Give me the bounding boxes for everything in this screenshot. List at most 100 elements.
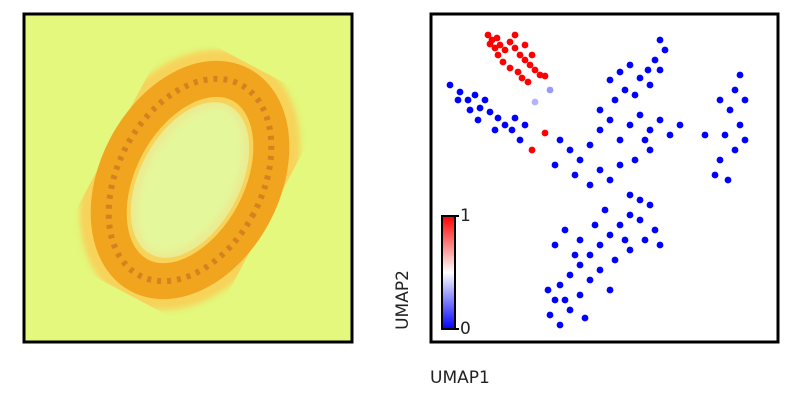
- point: [541, 129, 549, 137]
- point: [501, 46, 509, 54]
- point: [526, 61, 534, 69]
- point: [566, 271, 574, 279]
- point: [611, 256, 619, 264]
- point: [506, 38, 514, 46]
- point: [471, 91, 479, 99]
- point: [571, 251, 579, 259]
- point: [626, 121, 634, 129]
- point: [601, 206, 609, 214]
- point: [484, 31, 492, 39]
- point: [586, 251, 594, 259]
- point: [511, 44, 519, 52]
- colorbar-tick-label: 1: [460, 206, 471, 226]
- point: [636, 196, 644, 204]
- point: [511, 114, 519, 122]
- point: [476, 104, 484, 112]
- point: [521, 56, 529, 64]
- point: [531, 66, 539, 74]
- point: [711, 171, 719, 179]
- point: [616, 136, 624, 144]
- point: [596, 106, 604, 114]
- point: [616, 221, 624, 229]
- point: [636, 111, 644, 119]
- point: [556, 136, 564, 144]
- point: [656, 116, 664, 124]
- point: [456, 88, 464, 96]
- point: [528, 51, 536, 59]
- point: [546, 86, 554, 94]
- point: [576, 236, 584, 244]
- point: [454, 96, 462, 104]
- point: [494, 114, 502, 122]
- y-axis-label: UMAP2: [393, 270, 413, 330]
- point: [551, 296, 559, 304]
- point: [571, 171, 579, 179]
- point: [576, 261, 584, 269]
- plot-frame: [429, 12, 780, 344]
- point: [581, 314, 589, 322]
- point: [636, 216, 644, 224]
- point: [646, 81, 654, 89]
- point: [544, 286, 552, 294]
- point: [481, 96, 489, 104]
- point: [676, 121, 684, 129]
- scatter-panel: [446, 31, 749, 329]
- point: [464, 96, 472, 104]
- point: [611, 96, 619, 104]
- image-panel: [22, 12, 354, 344]
- point: [446, 81, 454, 89]
- point: [514, 68, 522, 76]
- point: [596, 266, 604, 274]
- point: [518, 74, 526, 82]
- point: [501, 121, 509, 129]
- point: [606, 76, 614, 84]
- point: [606, 176, 614, 184]
- point: [521, 121, 529, 129]
- point: [616, 68, 624, 76]
- point: [656, 66, 664, 74]
- point: [531, 98, 539, 106]
- point: [566, 306, 574, 314]
- point: [494, 51, 502, 59]
- point: [626, 246, 634, 254]
- point: [493, 34, 501, 42]
- point: [576, 291, 584, 299]
- point: [641, 236, 649, 244]
- point: [646, 146, 654, 154]
- point: [524, 78, 532, 86]
- colorbar: [441, 215, 456, 330]
- point: [724, 176, 732, 184]
- point: [511, 31, 519, 39]
- point: [666, 131, 674, 139]
- point: [606, 286, 614, 294]
- point: [586, 276, 594, 284]
- point: [646, 126, 654, 134]
- point: [541, 72, 549, 80]
- point: [556, 281, 564, 289]
- point: [521, 41, 529, 49]
- point: [716, 156, 724, 164]
- point: [586, 181, 594, 189]
- point: [551, 241, 559, 249]
- point: [656, 241, 664, 249]
- point: [626, 61, 634, 69]
- point: [651, 56, 659, 64]
- point: [716, 96, 724, 104]
- point: [606, 231, 614, 239]
- point: [528, 146, 536, 154]
- point: [731, 86, 739, 94]
- point: [466, 106, 474, 114]
- point: [486, 40, 494, 48]
- digit-hole: [130, 102, 250, 258]
- point: [621, 86, 629, 94]
- point: [486, 108, 494, 116]
- point: [616, 161, 624, 169]
- point: [721, 131, 729, 139]
- point: [546, 311, 554, 319]
- point: [656, 36, 664, 44]
- point: [736, 121, 744, 129]
- point: [596, 241, 604, 249]
- digit-image: [79, 49, 301, 311]
